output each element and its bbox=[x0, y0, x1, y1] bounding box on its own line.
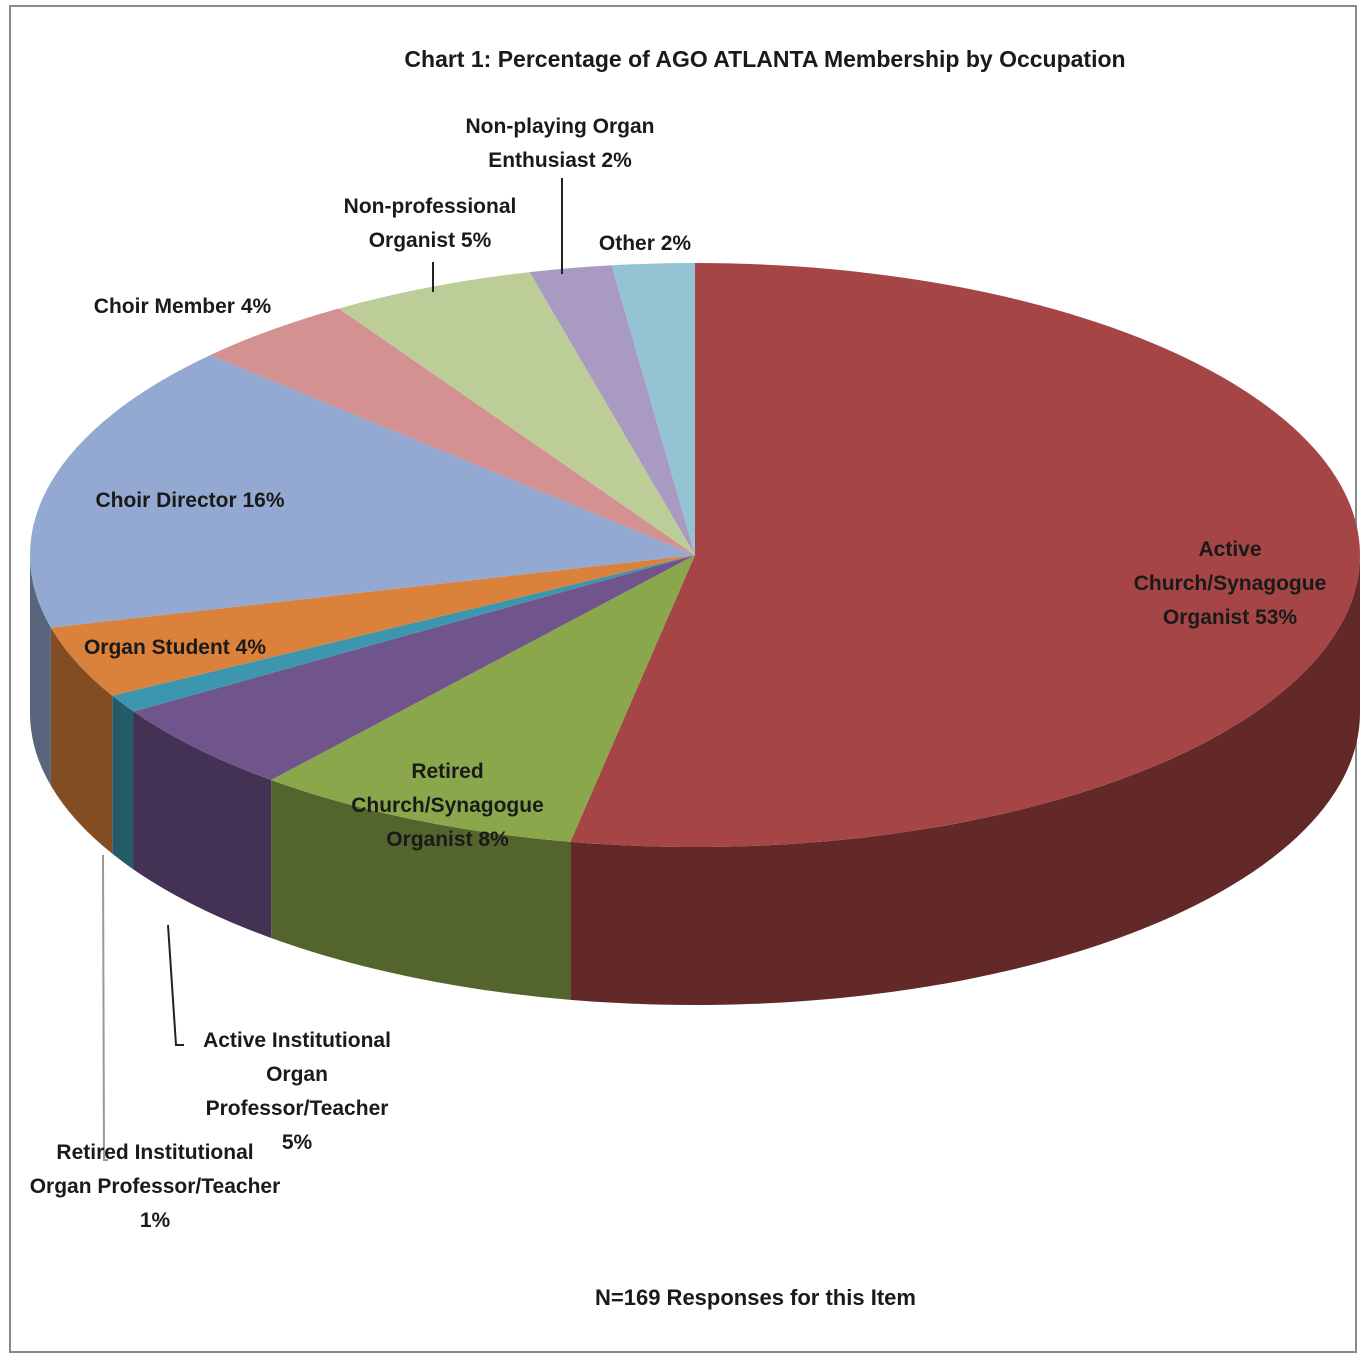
value-label: 4% bbox=[235, 636, 267, 659]
value-label: 4% bbox=[240, 295, 272, 318]
category-label: Active Church/Synagogue Organist bbox=[1133, 538, 1327, 629]
category-label: Choir Member bbox=[93, 295, 235, 318]
value-label: 53% bbox=[1255, 606, 1298, 629]
slice-side bbox=[271, 779, 571, 1000]
data-label: Retired Institutional Organ Professor/Te… bbox=[25, 1136, 285, 1238]
data-label: Other 2% bbox=[565, 227, 725, 261]
value-label: 5% bbox=[281, 1131, 313, 1154]
slice-side bbox=[570, 555, 1360, 1005]
category-label: Organ Student bbox=[83, 636, 230, 659]
data-label: Choir Member 4% bbox=[45, 290, 320, 324]
slice-side bbox=[133, 711, 272, 938]
value-label: 1% bbox=[139, 1209, 171, 1232]
value-label: 2% bbox=[601, 149, 632, 172]
slice-side bbox=[50, 627, 113, 854]
slice-side bbox=[29, 555, 51, 786]
data-label: Retired Church/Synagogue Organist 8% bbox=[330, 755, 565, 857]
data-label: Organ Student 4% bbox=[40, 631, 310, 665]
slice bbox=[210, 308, 695, 555]
data-label: Active Institutional Organ Professor/Tea… bbox=[172, 1024, 422, 1160]
category-label: Other bbox=[598, 232, 655, 255]
slice bbox=[271, 555, 695, 842]
category-label: Active Institutional Organ Professor/Tea… bbox=[203, 1029, 391, 1120]
data-label: Choir Director 16% bbox=[55, 484, 325, 518]
leader-line bbox=[167, 924, 184, 1046]
value-label: 16% bbox=[242, 489, 285, 512]
data-label: Non-playing Organ Enthusiast 2% bbox=[430, 110, 690, 178]
value-label: 2% bbox=[660, 232, 692, 255]
category-label: Retired Church/Synagogue Organist bbox=[351, 760, 544, 851]
slice-tops bbox=[30, 263, 1360, 847]
category-label: Non-playing Organ Enthusiast bbox=[465, 115, 655, 172]
slice bbox=[529, 265, 695, 555]
slice bbox=[133, 555, 696, 780]
slice bbox=[50, 555, 695, 696]
slice-side bbox=[112, 695, 134, 870]
slice bbox=[570, 263, 1360, 847]
leader-lines bbox=[102, 178, 563, 1161]
slice bbox=[338, 272, 695, 555]
category-label: Retired Institutional Organ Professor/Te… bbox=[29, 1141, 281, 1198]
value-label: 5% bbox=[460, 229, 492, 252]
slice bbox=[611, 263, 695, 555]
slice bbox=[30, 355, 696, 628]
category-label: Non-professional Organist bbox=[343, 195, 517, 252]
slice bbox=[112, 555, 696, 712]
value-label: 8% bbox=[478, 828, 509, 851]
slice-sides bbox=[29, 555, 1360, 1005]
leader-line bbox=[102, 854, 108, 1161]
data-label: Non-professional Organist 5% bbox=[315, 190, 545, 258]
chart-note: N=169 Responses for this Item bbox=[595, 1285, 916, 1310]
data-label: Active Church/Synagogue Organist 53% bbox=[1105, 533, 1355, 635]
category-label: Choir Director bbox=[95, 489, 237, 512]
chart-title: Chart 1: Percentage of AGO ATLANTA Membe… bbox=[404, 46, 1126, 72]
